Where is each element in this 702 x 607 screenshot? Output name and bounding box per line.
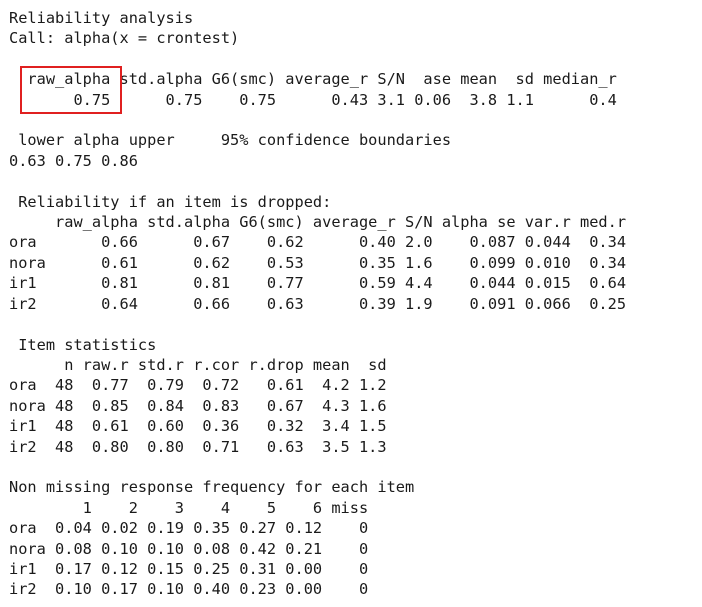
- console-line: nora 0.61 0.62 0.53 0.35 1.6 0.099 0.010…: [9, 253, 627, 272]
- console-line: Reliability if an item is dropped:: [9, 192, 332, 211]
- console-line: [9, 171, 626, 191]
- console-line: ir1 48 0.61 0.60 0.36 0.32 3.4 1.5: [9, 417, 387, 436]
- console-line: 1 2 3 4 5 6 miss: [9, 498, 369, 517]
- console-line: [9, 110, 626, 130]
- console-line: [9, 457, 626, 477]
- console-line: raw_alpha std.alpha G6(smc) average_r S/…: [9, 70, 617, 89]
- console-line: Item statistics: [9, 335, 157, 354]
- console-line: ora 0.04 0.02 0.19 0.35 0.27 0.12 0: [9, 519, 369, 538]
- console-line: Non missing response frequency for each …: [9, 478, 415, 497]
- console-line: [9, 49, 626, 69]
- console-line: ir2 48 0.80 0.80 0.71 0.63 3.5 1.3: [9, 437, 387, 456]
- console-line: n raw.r std.r r.cor r.drop mean sd: [9, 355, 387, 374]
- console-line: nora 0.08 0.10 0.10 0.08 0.42 0.21 0: [9, 539, 369, 558]
- console-line: ir2 0.10 0.17 0.10 0.40 0.23 0.00 0: [9, 580, 369, 599]
- console-line: ora 0.66 0.67 0.62 0.40 2.0 0.087 0.044 …: [9, 233, 627, 252]
- console-line: raw_alpha std.alpha G6(smc) average_r S/…: [9, 213, 627, 232]
- console-line: Call: alpha(x = crontest): [9, 29, 240, 48]
- console-line: ir1 0.17 0.12 0.15 0.25 0.31 0.00 0: [9, 559, 369, 578]
- console-output: Reliability analysis Call: alpha(x = cron…: [9, 8, 626, 600]
- console-line: ir2 0.64 0.66 0.63 0.39 1.9 0.091 0.066 …: [9, 294, 627, 313]
- console-line: 0.63 0.75 0.86: [9, 151, 138, 170]
- console-line: lower alpha upper 95% confidence boundar…: [9, 131, 452, 150]
- console-line: Reliability analysis: [9, 9, 194, 27]
- console-line: [9, 314, 626, 334]
- console-line: 0.75 0.75 0.75 0.43 3.1 0.06 3.8 1.1 0.4: [9, 90, 617, 109]
- console-line: nora 48 0.85 0.84 0.83 0.67 4.3 1.6: [9, 396, 387, 415]
- console-line: ora 48 0.77 0.79 0.72 0.61 4.2 1.2: [9, 376, 387, 395]
- console-line: ir1 0.81 0.81 0.77 0.59 4.4 0.044 0.015 …: [9, 274, 627, 293]
